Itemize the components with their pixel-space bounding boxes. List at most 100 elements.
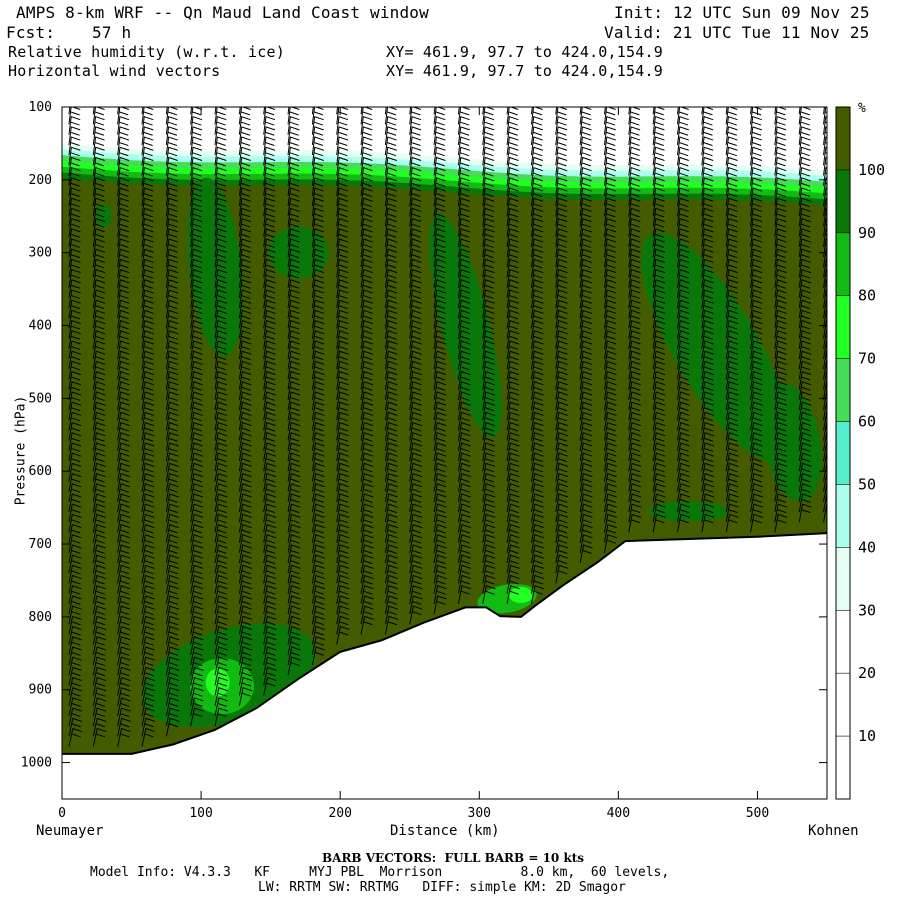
wind-barb (555, 217, 568, 237)
wind-barb (555, 126, 568, 145)
wind-barb (750, 107, 752, 115)
wind-barb (92, 319, 106, 339)
wind-barb (628, 452, 642, 472)
wind-barb (190, 268, 203, 288)
wind-barb (165, 340, 179, 360)
wind-barb (725, 462, 739, 482)
wind-barb (725, 442, 739, 462)
wind-barb (579, 472, 593, 492)
wind-barb (311, 605, 326, 625)
wind-barb (482, 421, 496, 441)
wind-barb (214, 391, 228, 411)
wind-barb (652, 391, 666, 411)
wind-barb (457, 238, 471, 258)
wind-barb (676, 187, 690, 207)
wind-barb (676, 421, 690, 441)
wind-barb (92, 107, 95, 115)
wind-barb (263, 279, 276, 298)
wind-barb (603, 228, 617, 247)
wind-barb (92, 187, 105, 207)
wind-barb (68, 687, 82, 706)
wind-barb (506, 544, 520, 564)
wind-barb (68, 574, 82, 594)
wind-barb (360, 238, 373, 258)
wind-barb (360, 289, 373, 309)
wind-barb (701, 248, 714, 268)
wind-barb (384, 268, 398, 288)
wind-barb (141, 330, 155, 349)
wind-barb (68, 697, 82, 717)
wind-barb (603, 442, 617, 462)
wind-barb (214, 279, 227, 298)
wind-barb (676, 432, 690, 451)
wind-barb (482, 564, 496, 584)
wind-barb (68, 197, 81, 217)
wind-barb (750, 207, 763, 227)
wind-barb (311, 126, 324, 145)
wind-barb (652, 146, 665, 166)
wind-barb (628, 126, 641, 145)
wind-barb (238, 126, 251, 145)
wind-barb (409, 319, 422, 339)
wind-barb (409, 452, 423, 472)
wind-barb (214, 360, 228, 380)
wind-barb (579, 370, 593, 390)
wind-barb (798, 268, 812, 288)
wind-barb (701, 146, 714, 166)
wind-barb (750, 279, 763, 298)
wind-barb (530, 238, 544, 258)
wind-barb (725, 340, 739, 360)
wind-barb (384, 574, 399, 594)
wind-barb (165, 605, 180, 625)
wind-barb (238, 299, 252, 319)
wind-barb (555, 483, 569, 502)
wind-barb (238, 217, 252, 237)
wind-barb (555, 107, 568, 125)
wind-barb (409, 432, 423, 451)
wind-barb (457, 340, 471, 360)
wind-barb (384, 107, 387, 115)
wind-barb (165, 126, 178, 145)
wind-barb (555, 258, 568, 278)
wind-barb (530, 513, 544, 533)
wind-barb (190, 381, 203, 400)
wind-barb (628, 309, 641, 329)
wind-barb (214, 197, 227, 217)
wind-barb (774, 309, 787, 329)
wind-barb (238, 116, 251, 135)
wind-barb (457, 126, 470, 145)
wind-barb (263, 574, 277, 594)
wind-barb (68, 615, 82, 635)
wind-barb (287, 268, 300, 288)
wind-barb (384, 472, 398, 492)
wind-barb (823, 319, 827, 339)
wind-barb (506, 493, 520, 513)
wind-barb (263, 146, 276, 166)
wind-barb (579, 146, 592, 166)
wind-barb (68, 421, 82, 441)
wind-barb (652, 421, 666, 441)
wind-barb (774, 126, 787, 145)
wind-barb (214, 707, 228, 727)
wind-barb (701, 462, 715, 482)
wind-barb (263, 289, 276, 309)
wind-barb (384, 442, 398, 462)
wind-barb (165, 534, 179, 553)
wind-barb (68, 319, 81, 339)
wind-barb (214, 381, 228, 400)
wind-barb (652, 156, 665, 176)
wind-barb (238, 167, 251, 186)
wind-barb (725, 381, 739, 400)
wind-barb (652, 197, 665, 217)
wind-barb (725, 116, 738, 135)
colorbar-segment (836, 232, 850, 296)
wind-barb (263, 228, 276, 247)
wind-barb (506, 503, 520, 523)
wind-barb (725, 107, 738, 125)
wind-barb (555, 360, 568, 380)
x-tick-label: 500 (746, 806, 769, 821)
wind-barb (482, 258, 495, 278)
wind-barb (774, 299, 787, 319)
wind-barb (287, 156, 300, 176)
wind-barb-field (68, 107, 827, 747)
